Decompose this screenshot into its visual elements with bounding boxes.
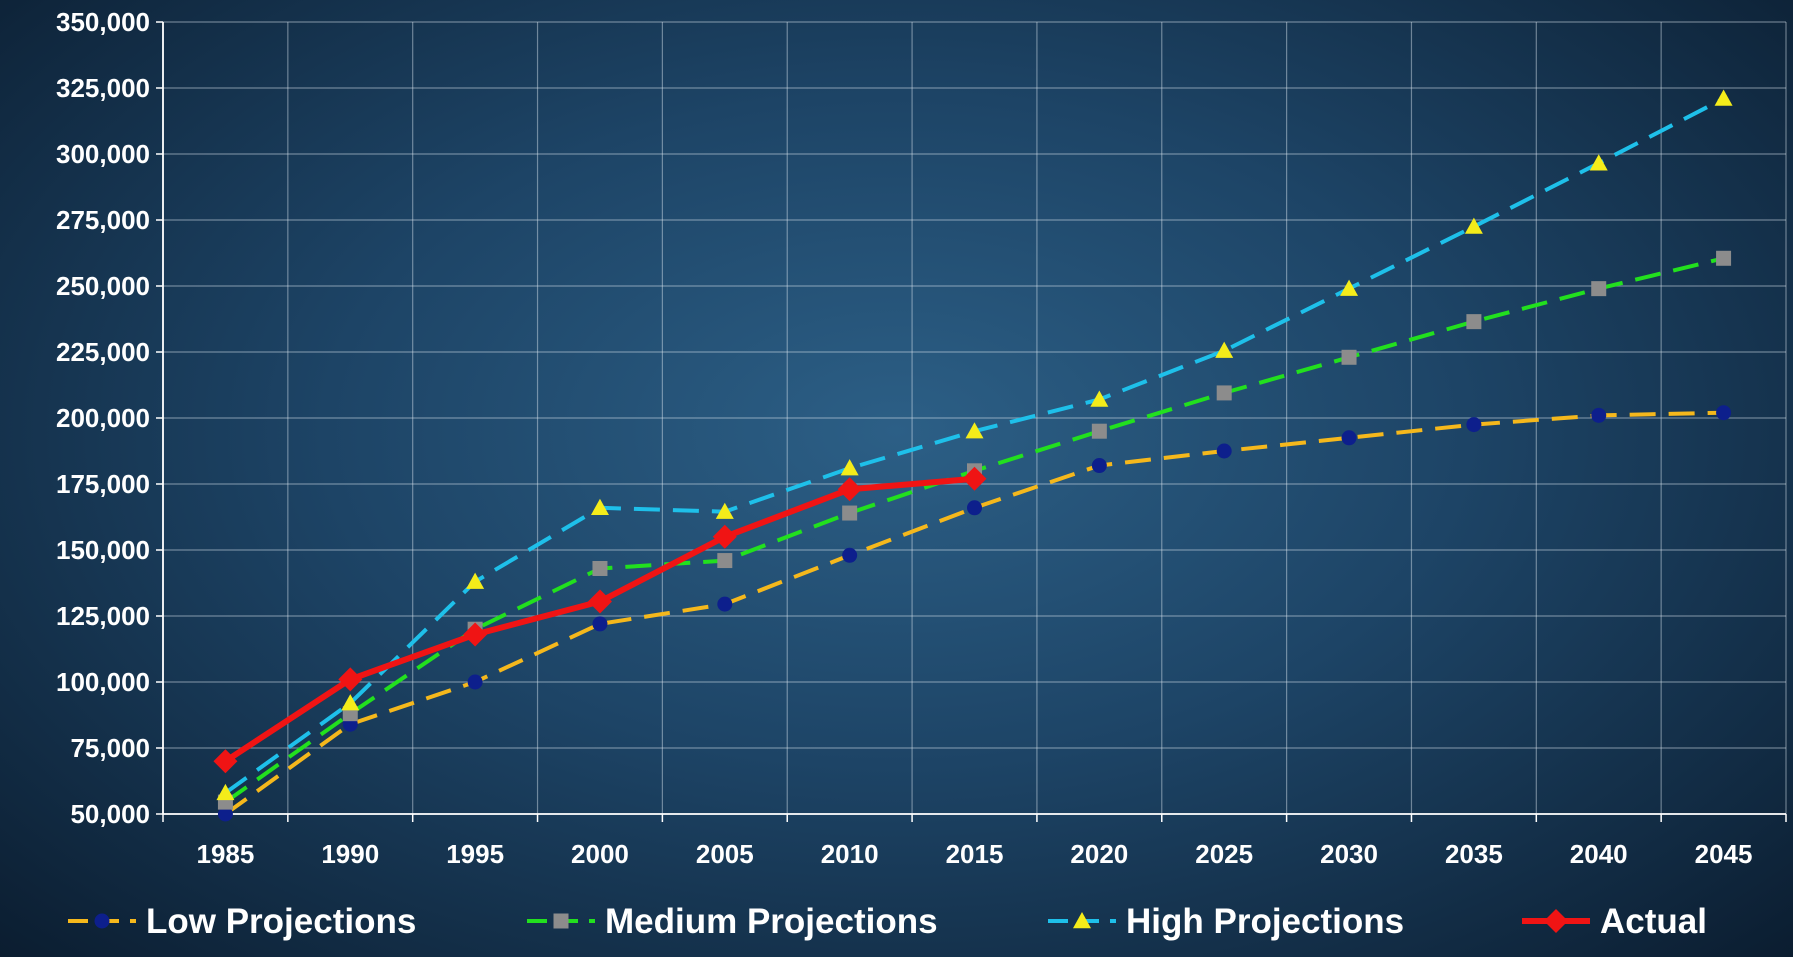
data-point [962, 466, 987, 491]
data-point [965, 422, 984, 439]
legend-label: High Projections [1126, 902, 1404, 941]
data-point [1716, 405, 1732, 421]
x-tick-label: 2040 [1570, 839, 1628, 869]
x-tick-label: 2030 [1320, 839, 1378, 869]
data-point [1716, 250, 1732, 266]
data-point [837, 477, 862, 502]
series-medium-projections [217, 250, 1732, 810]
legend-entry: Medium Projections [527, 902, 938, 941]
y-tick-label: 200,000 [56, 403, 150, 433]
x-axis-tick-labels: 1985 1990 1995 2000 2005 2010 2015 2020 2025 2030… [197, 839, 1753, 869]
data-point [592, 616, 608, 632]
legend-swatch-marker [1073, 912, 1091, 929]
series-low-projections [217, 405, 1732, 822]
axes [156, 21, 1787, 822]
series-lines [213, 89, 1733, 822]
x-tick-label: 1995 [446, 839, 504, 869]
y-tick-label: 100,000 [56, 667, 150, 697]
data-point [717, 596, 733, 612]
data-point [1466, 417, 1482, 433]
data-point [1466, 314, 1482, 330]
x-tick-label: 1985 [197, 839, 255, 869]
grid-lines [162, 21, 1787, 815]
data-point [1216, 443, 1232, 459]
data-point [1464, 217, 1483, 234]
data-point [338, 667, 363, 692]
data-point [842, 505, 858, 521]
legend-entry: Actual [1522, 902, 1707, 941]
data-point [1340, 279, 1359, 296]
series-line [224, 256, 1725, 804]
data-point [1714, 89, 1733, 106]
y-tick-label: 50,000 [70, 799, 150, 829]
y-tick-label: 250,000 [56, 271, 150, 301]
data-point [467, 674, 483, 690]
series-actual [213, 466, 987, 774]
data-point [463, 622, 488, 647]
y-tick-label: 150,000 [56, 535, 150, 565]
x-tick-label: 2015 [946, 839, 1004, 869]
series-high-projections [216, 89, 1733, 801]
x-tick-label: 2035 [1445, 839, 1503, 869]
legend-label: Actual [1600, 902, 1707, 941]
legend: Low Projections Medium Projections High Pr… [68, 902, 1707, 941]
legend-entry: Low Projections [68, 902, 416, 941]
data-point [1591, 281, 1607, 297]
data-point [216, 783, 235, 801]
data-point [213, 749, 238, 774]
y-tick-label: 325,000 [56, 73, 150, 103]
data-point [715, 502, 734, 519]
y-tick-label: 300,000 [56, 139, 150, 169]
legend-label: Low Projections [146, 902, 416, 941]
data-point [1591, 407, 1607, 423]
data-point [1215, 341, 1234, 358]
data-point [466, 572, 485, 589]
data-point [590, 498, 609, 515]
y-axis-tick-labels: 350,000 325,000 300,000 275,000 250,000 225,0… [56, 7, 150, 829]
x-tick-label: 2010 [821, 839, 879, 869]
data-point [717, 553, 733, 569]
data-point [341, 694, 360, 711]
data-point [1091, 423, 1107, 439]
data-point [1090, 390, 1109, 407]
y-tick-label: 75,000 [70, 733, 150, 763]
x-tick-label: 1990 [321, 839, 379, 869]
x-tick-label: 2045 [1695, 839, 1753, 869]
x-tick-label: 2025 [1195, 839, 1253, 869]
data-point [217, 806, 233, 822]
data-point [592, 560, 608, 576]
data-point [842, 547, 858, 563]
legend-swatch-marker [1544, 909, 1568, 933]
y-tick-label: 125,000 [56, 601, 150, 631]
data-point [1216, 385, 1232, 401]
legend-swatch-marker [553, 913, 569, 929]
data-point [1341, 349, 1357, 365]
y-tick-label: 350,000 [56, 7, 150, 37]
data-point [587, 589, 612, 614]
x-tick-label: 2005 [696, 839, 754, 869]
data-point [712, 524, 737, 549]
data-point [1341, 430, 1357, 446]
data-point [1589, 154, 1608, 171]
legend-label: Medium Projections [605, 902, 938, 941]
y-tick-label: 275,000 [56, 205, 150, 235]
data-point [967, 500, 982, 516]
x-tick-label: 2000 [571, 839, 629, 869]
data-point [1091, 458, 1107, 474]
data-point [840, 459, 859, 476]
x-tick-label: 2020 [1070, 839, 1128, 869]
y-tick-label: 225,000 [56, 337, 150, 367]
y-tick-label: 175,000 [56, 469, 150, 499]
legend-entry: High Projections [1048, 902, 1404, 941]
legend-swatch-marker [94, 913, 110, 929]
